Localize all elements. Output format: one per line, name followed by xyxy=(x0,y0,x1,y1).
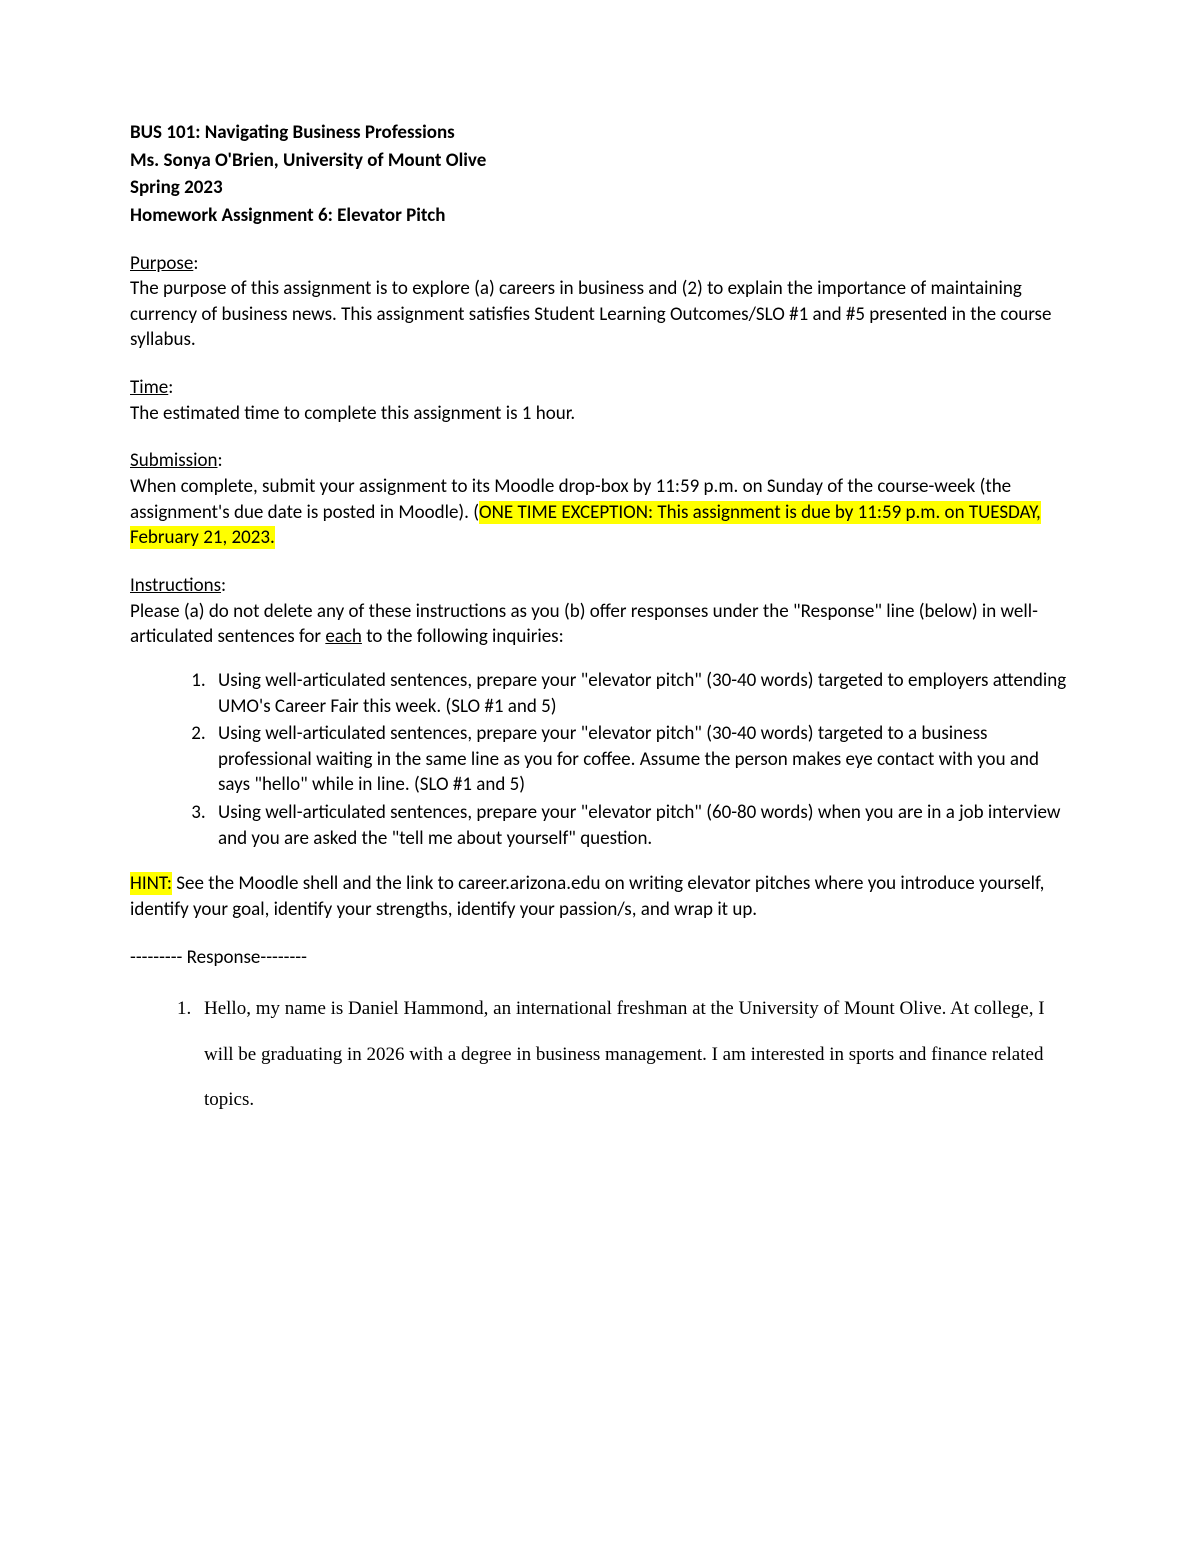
term-line: Spring 2023 xyxy=(130,175,1070,201)
hint-body: See the Moodle shell and the link to car… xyxy=(130,872,1044,921)
instructor-line: Ms. Sonya O'Brien, University of Mount O… xyxy=(130,148,1070,174)
course-title: BUS 101: Navigating Business Professions xyxy=(130,120,1070,146)
instruction-item-2: Using well-articulated sentences, prepar… xyxy=(210,721,1070,798)
instructions-heading: Instructions xyxy=(130,574,221,597)
instructions-section: Instructions: Please (a) do not delete a… xyxy=(130,573,1070,851)
time-heading: Time xyxy=(130,376,168,399)
document-header: BUS 101: Navigating Business Professions… xyxy=(130,120,1070,229)
hint-section: HINT: See the Moodle shell and the link … xyxy=(130,871,1070,922)
colon: : xyxy=(193,252,198,275)
instructions-underline-word: each xyxy=(325,625,362,648)
response-divider: --------- Response-------- xyxy=(130,945,1070,971)
hint-label: HINT: xyxy=(130,872,172,895)
instructions-list: Using well-articulated sentences, prepar… xyxy=(190,668,1070,851)
instruction-item-1: Using well-articulated sentences, prepar… xyxy=(210,668,1070,719)
submission-body: When complete, submit your assignment to… xyxy=(130,474,1070,551)
purpose-body: The purpose of this assignment is to exp… xyxy=(130,276,1070,353)
response-section: --------- Response-------- Hello, my nam… xyxy=(130,945,1070,1123)
purpose-section: Purpose: The purpose of this assignment … xyxy=(130,251,1070,354)
response-item-1: Hello, my name is Daniel Hammond, an int… xyxy=(196,986,1070,1123)
instructions-intro: Please (a) do not delete any of these in… xyxy=(130,599,1070,650)
instructions-intro-after: to the following inquiries: xyxy=(362,625,564,648)
submission-section: Submission: When complete, submit your a… xyxy=(130,448,1070,551)
colon: : xyxy=(217,449,222,472)
response-list: Hello, my name is Daniel Hammond, an int… xyxy=(176,986,1070,1123)
submission-heading: Submission xyxy=(130,449,217,472)
purpose-heading: Purpose xyxy=(130,252,193,275)
assignment-title: Homework Assignment 6: Elevator Pitch xyxy=(130,203,1070,229)
colon: : xyxy=(221,574,226,597)
instructions-intro-before: Please (a) do not delete any of these in… xyxy=(130,600,1038,649)
instruction-item-3: Using well-articulated sentences, prepar… xyxy=(210,800,1070,851)
time-body: The estimated time to complete this assi… xyxy=(130,401,1070,427)
time-section: Time: The estimated time to complete thi… xyxy=(130,375,1070,426)
colon: : xyxy=(168,376,173,399)
